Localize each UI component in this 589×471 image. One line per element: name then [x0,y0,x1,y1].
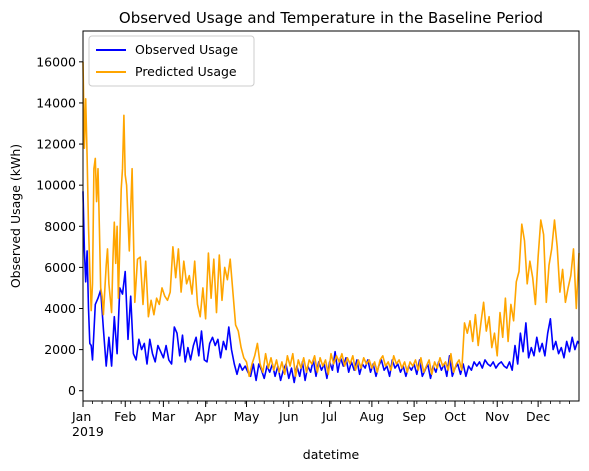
x-tick-sublabel: 2019 [72,424,104,439]
legend-label-observed: Observed Usage [135,42,238,57]
y-tick-label: 4000 [44,301,76,316]
y-tick-label: 10000 [36,178,76,193]
series-layer [82,61,580,384]
x-tick-label: Sep [402,409,426,424]
y-tick-label: 0 [68,383,76,398]
legend-box [88,35,255,87]
x-tick-label: Jan [71,409,91,424]
x-tick-label: Feb [114,409,136,424]
y-tick-label: 2000 [44,342,76,357]
legend: Observed Usage Predicted Usage [88,35,255,87]
y-tick-label: 6000 [44,260,76,275]
y-axis-label: Observed Usage (kWh) [8,144,23,288]
x-tick-label: Aug [360,409,384,424]
x-tick-label: Nov [485,409,510,424]
series-line-predicted [82,61,580,378]
x-tick-label: Apr [195,409,217,424]
series-line-observed [82,191,580,384]
x-tick-label: Oct [444,409,466,424]
x-tick-label: Jul [321,409,337,424]
y-tick-label: 16000 [36,54,76,69]
x-tick-label: Dec [526,409,550,424]
x-tick-label: May [234,409,260,424]
x-axis-label: datetime [303,447,360,462]
y-tick-label: 8000 [44,219,76,234]
y-axis: 0 2000 4000 6000 8000 10000 12000 14000 16000 [36,54,83,398]
chart-title: Observed Usage and Temperature in the Ba… [119,9,543,27]
plot-area [83,31,579,401]
y-tick-label: 12000 [36,137,76,152]
x-tick-label: Mar [152,409,176,424]
y-tick-label: 14000 [36,95,76,110]
x-tick-label: Jun [278,409,299,424]
legend-label-predicted: Predicted Usage [135,64,237,79]
